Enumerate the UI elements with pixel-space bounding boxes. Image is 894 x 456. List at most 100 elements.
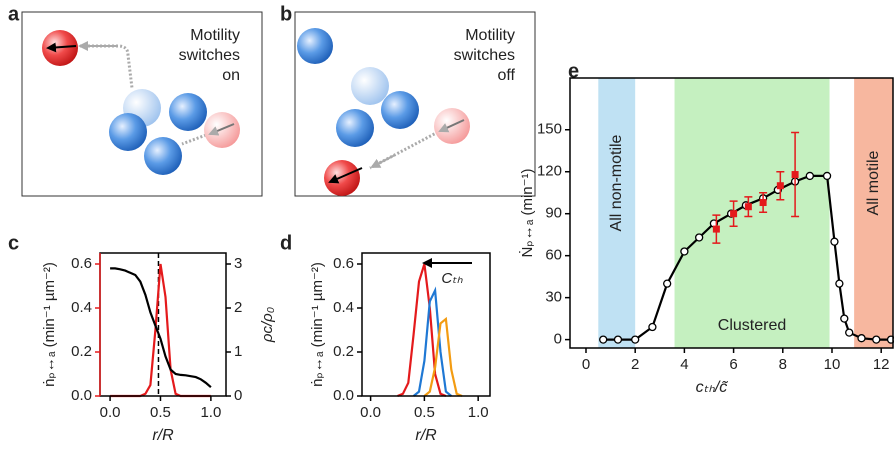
data-point [776,182,784,190]
arrow [370,154,396,168]
y-tick-label: 0.0 [71,387,92,404]
series-line [603,174,891,341]
panel-label: e [568,60,579,82]
series-line [110,267,212,389]
y-tick-label: 0.2 [71,343,92,360]
particle [109,113,147,151]
data-point [835,279,844,288]
particle [336,109,374,147]
region-label: All non-motile [608,134,625,231]
y-tick-label: 150 [537,121,562,138]
diagram-text: off [498,67,516,84]
y-tick-label: 90 [545,205,562,222]
panel-label: a [8,3,20,25]
y-tick-label: 0.4 [71,299,92,316]
series-line [423,316,463,398]
particle [381,91,419,129]
y-axis-label: ṅₚ↔ₐ (min⁻¹ µm⁻²) [41,262,58,387]
particle [144,137,182,175]
y-tick-label: 0.4 [333,299,354,316]
x-tick-label: 8 [779,356,787,373]
particle [351,67,389,105]
panel-label: c [8,232,19,254]
x-tick-label: 10 [824,356,841,373]
diagram-b: Motility switches off [294,11,536,197]
data-point [599,335,608,344]
data-point [744,203,752,211]
data-point [631,335,640,344]
y-tick-label: 0 [554,331,562,348]
x-tick-label: 0.0 [100,404,121,421]
diagram-text: Motility [465,27,515,44]
diagram-text: switches [454,47,515,64]
y-axis-label: Ṅₚ↔ₐ (min⁻¹) [518,168,536,257]
data-point [791,171,799,179]
x-tick-label: 2 [631,356,639,373]
data-point [648,322,657,332]
x-axis-label: r/R [415,427,437,444]
diagram-frame [294,11,536,197]
x-axis-label: cₜₕ/c̃ [696,379,729,396]
series-line [397,263,447,398]
y2-tick-label: 0 [234,387,242,404]
x-tick-label: 12 [873,356,890,373]
arrow [208,123,235,136]
y2-tick-label: 2 [234,299,242,316]
region-label: Clustered [718,317,786,334]
y-tick-label: 0.6 [71,255,92,272]
particle [297,28,333,64]
x-tick-label: 0 [582,356,590,373]
x-tick-label: 0.0 [360,404,381,421]
data-point [805,171,815,181]
diagram-frame [21,11,263,197]
data-point [730,210,738,218]
diagram-text: on [222,67,240,84]
data-point [663,279,672,288]
data-point [840,314,849,323]
series-line [412,286,452,397]
data-point [822,171,832,181]
data-point [857,334,866,343]
x-axis-label: r/R [152,427,174,444]
region-label: All motile [865,150,882,215]
diagram-a: Motility switches on [21,11,263,197]
x-tick-label: 1.0 [468,404,489,421]
shaded-region [674,78,830,348]
path-trace [80,44,134,89]
panel-label: d [280,232,292,254]
data-point [845,328,854,337]
arrow-label: Cₜₕ [441,270,463,287]
shaded-region [598,78,636,348]
y2-tick-label: 3 [234,255,242,272]
diagram-text: switches [179,47,240,64]
shaded-region [854,78,893,348]
x-tick-label: 0.5 [150,404,171,421]
y-tick-label: 0.0 [333,387,354,404]
axes-frame [361,252,491,397]
x-tick-label: 1.0 [200,404,221,421]
x-tick-label: 6 [729,356,737,373]
diagram-text: Motility [190,27,240,44]
x-tick-label: 4 [680,356,688,373]
arrow [438,119,465,133]
y-tick-label: 0.6 [333,255,354,272]
data-point [872,335,881,344]
data-point [680,247,689,256]
arrow [328,167,363,184]
particle [169,93,207,131]
x-tick-label: 0.5 [414,404,435,421]
y2-tick-label: 1 [234,343,242,360]
y2-axis-label: ρc/ρ₀ [259,307,276,343]
path-trace [181,133,207,146]
y-axis-label: ṅₚ↔ₐ (min⁻¹ µm⁻²) [309,262,326,387]
data-point [613,335,623,344]
y-tick-label: 120 [537,163,562,180]
particle [324,160,360,196]
y-tick-label: 30 [545,289,562,306]
data-point [695,233,704,242]
data-point [830,237,839,246]
y-tick-label: 0.2 [333,343,354,360]
y-tick-label: 60 [545,247,562,264]
data-point [712,225,720,233]
